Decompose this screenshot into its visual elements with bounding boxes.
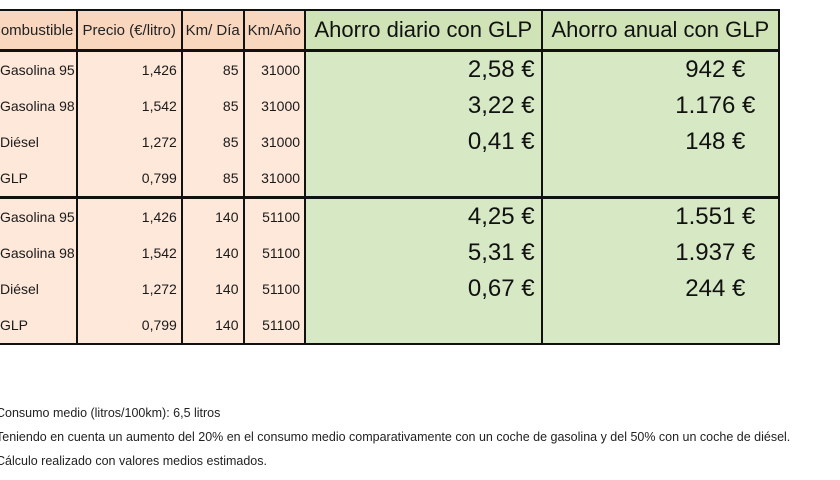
cell-km-day[interactable]: 85 (180, 124, 245, 160)
note-consumption: Consumo medio (litros/100km): 6,5 litros (0, 406, 221, 420)
cell-daily-saving[interactable] (304, 160, 543, 199)
cell-fuel[interactable]: GLP (0, 160, 78, 199)
table-row: GLP 0,799 85 31000 (0, 160, 781, 199)
table-row: Gasolina 98 1,542 85 31000 3,22 €1.176 € (0, 88, 781, 124)
footnotes: Consumo medio (litros/100km): 6,5 litros… (0, 402, 790, 474)
table-row: Gasolina 95 1,426 85 31000 2,58 €942 € (0, 49, 781, 88)
header-fuel[interactable]: Combustible (0, 9, 78, 52)
cell-km-day[interactable]: 140 (180, 271, 245, 307)
cell-fuel[interactable]: GLP (0, 307, 78, 345)
cell-km-year[interactable]: 31000 (242, 88, 307, 124)
savings-table: Combustible Precio (€/litro) Km/ Día Km/… (0, 9, 781, 345)
cell-daily-saving[interactable]: 0,41 € (304, 124, 543, 160)
header-km-day[interactable]: Km/ Día (180, 9, 245, 52)
cell-km-day[interactable]: 85 (180, 88, 245, 124)
cell-km-day[interactable]: 140 (180, 307, 245, 345)
cell-km-year[interactable]: 51100 (242, 271, 307, 307)
header-annual-saving[interactable]: Ahorro anual con GLP (540, 9, 781, 52)
cell-km-day[interactable]: 85 (180, 49, 245, 88)
header-row: Combustible Precio (€/litro) Km/ Día Km/… (0, 9, 781, 52)
cell-price[interactable]: 1,426 (75, 49, 183, 88)
cell-daily-saving[interactable]: 5,31 € (304, 235, 543, 271)
table-row: Diésel 1,272 85 31000 0,41 €148 € (0, 124, 781, 160)
cell-km-year[interactable]: 51100 (242, 307, 307, 345)
cell-daily-saving[interactable]: 3,22 € (304, 88, 543, 124)
cell-price[interactable]: 1,426 (75, 196, 183, 235)
cell-annual-saving[interactable]: 1.937 € (540, 235, 781, 271)
cell-daily-saving[interactable]: 4,25 € (304, 196, 543, 235)
cell-price[interactable]: 1,272 (75, 271, 183, 307)
header-price[interactable]: Precio (€/litro) (75, 9, 183, 52)
cell-fuel[interactable]: Diésel (0, 124, 78, 160)
cell-km-year[interactable]: 51100 (242, 235, 307, 271)
cell-annual-saving[interactable]: 148 € (540, 124, 781, 160)
cell-daily-saving[interactable]: 0,67 € (304, 271, 543, 307)
cell-annual-saving[interactable]: 1.551 € (540, 196, 781, 235)
cell-fuel[interactable]: Gasolina 95 (0, 49, 78, 88)
header-km-year[interactable]: Km/Año (242, 9, 307, 52)
cell-annual-saving[interactable]: 1.176 € (540, 88, 781, 124)
note-estimates: Cálculo realizado con valores medios est… (0, 454, 267, 468)
note-increase: Teniendo en cuenta un aumento del 20% en… (0, 430, 791, 444)
cell-annual-saving[interactable] (540, 307, 781, 345)
cell-daily-saving[interactable]: 2,58 € (304, 49, 543, 88)
cell-price[interactable]: 0,799 (75, 307, 183, 345)
cell-km-year[interactable]: 31000 (242, 49, 307, 88)
table-row: Gasolina 98 1,542 140 51100 5,31 €1.937 € (0, 235, 781, 271)
cell-fuel[interactable]: Gasolina 98 (0, 88, 78, 124)
cell-fuel[interactable]: Diésel (0, 271, 78, 307)
cell-km-day[interactable]: 140 (180, 235, 245, 271)
cell-km-year[interactable]: 31000 (242, 124, 307, 160)
cell-price[interactable]: 1,272 (75, 124, 183, 160)
cell-annual-saving[interactable]: 244 € (540, 271, 781, 307)
cell-price[interactable]: 0,799 (75, 160, 183, 199)
cell-annual-saving[interactable]: 942 € (540, 49, 781, 88)
cell-price[interactable]: 1,542 (75, 88, 183, 124)
cell-km-day[interactable]: 85 (180, 160, 245, 199)
table-row: GLP 0,799 140 51100 (0, 307, 781, 345)
cell-annual-saving[interactable] (540, 160, 781, 199)
cell-daily-saving[interactable] (304, 307, 543, 345)
cell-fuel[interactable]: Gasolina 95 (0, 196, 78, 235)
table-row: Gasolina 95 1,426 140 51100 4,25 €1.551 € (0, 196, 781, 235)
cell-km-year[interactable]: 51100 (242, 196, 307, 235)
header-daily-saving[interactable]: Ahorro diario con GLP (304, 9, 543, 52)
cell-km-year[interactable]: 31000 (242, 160, 307, 199)
cell-price[interactable]: 1,542 (75, 235, 183, 271)
cell-fuel[interactable]: Gasolina 98 (0, 235, 78, 271)
cell-km-day[interactable]: 140 (180, 196, 245, 235)
table-row: Diésel 1,272 140 51100 0,67 €244 € (0, 271, 781, 307)
